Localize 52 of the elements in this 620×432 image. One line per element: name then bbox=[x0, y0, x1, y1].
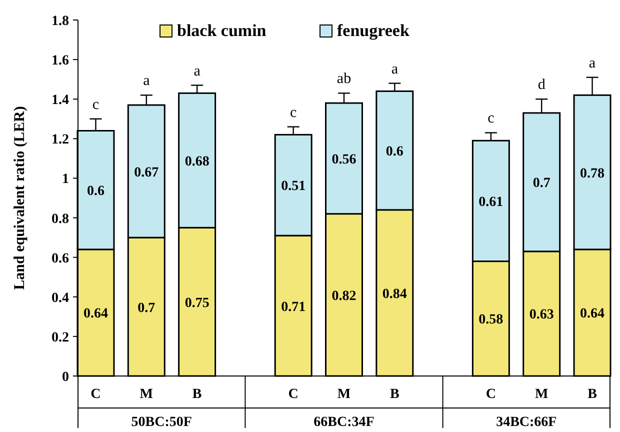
annotation: a bbox=[194, 63, 201, 80]
data-label: 0.71 bbox=[281, 300, 306, 315]
x-tick-label: M bbox=[534, 387, 548, 402]
annotation: a bbox=[588, 55, 596, 72]
annotation: a bbox=[143, 73, 150, 90]
annotation: a bbox=[391, 61, 398, 78]
data-label: 0.64 bbox=[83, 306, 108, 322]
data-label: 0.6 bbox=[86, 184, 104, 200]
y-tick-label: 1.6 bbox=[52, 54, 69, 69]
x-tick-label: M bbox=[140, 387, 154, 402]
data-label: 0.6 bbox=[386, 144, 404, 160]
y-tick-label: 0.6 bbox=[52, 251, 69, 266]
data-label: 0.84 bbox=[382, 286, 407, 302]
annotation: c bbox=[290, 104, 297, 121]
legend-label: black cumin bbox=[177, 21, 267, 40]
y-tick-label: 1.4 bbox=[52, 93, 69, 108]
data-label: 0.67 bbox=[134, 165, 159, 180]
y-tick-label: 1.2 bbox=[52, 132, 69, 148]
y-tick-label: 1 bbox=[62, 172, 69, 188]
data-label: 0.51 bbox=[281, 179, 306, 194]
data-label: 0.64 bbox=[580, 306, 605, 322]
y-tick-label: 0.2 bbox=[52, 330, 69, 346]
legend-label: fenugreek bbox=[337, 21, 410, 40]
y-tick-label: 1.8 bbox=[52, 14, 69, 29]
annotation: ab bbox=[336, 71, 352, 88]
data-label: 0.75 bbox=[184, 296, 210, 311]
data-label: 0.63 bbox=[529, 308, 554, 323]
data-label: 0.56 bbox=[332, 152, 356, 168]
y-axis-title: Land equivalent ratio (LER) bbox=[12, 106, 28, 290]
x-tick-label: C bbox=[90, 387, 101, 402]
data-label: 0.7 bbox=[532, 176, 550, 192]
y-tick-label: 0.8 bbox=[52, 212, 69, 227]
x-tick-label: B bbox=[390, 387, 400, 402]
y-tick-label: 0.4 bbox=[52, 290, 69, 306]
data-label: 0.61 bbox=[478, 194, 504, 210]
annotation: c bbox=[488, 110, 495, 127]
x-tick-label: C bbox=[288, 387, 298, 402]
text: 34BC:66F bbox=[496, 415, 557, 430]
text: 50BC:50F bbox=[131, 415, 192, 430]
data-label: 0.68 bbox=[184, 154, 210, 170]
x-tick-label: B bbox=[192, 387, 202, 402]
text: 66BC:34F bbox=[314, 415, 374, 430]
data-label: 0.7 bbox=[138, 300, 156, 316]
data-label: 0.78 bbox=[580, 166, 605, 182]
data-label: 0.82 bbox=[332, 288, 356, 304]
data-label: 0.58 bbox=[478, 312, 504, 328]
annotation: c bbox=[92, 96, 100, 113]
x-tick-label: B bbox=[588, 387, 597, 402]
x-tick-label: C bbox=[486, 387, 496, 402]
annotation: d bbox=[538, 77, 546, 94]
y-tick-label: 0 bbox=[62, 370, 69, 385]
x-tick-label: M bbox=[337, 387, 351, 402]
